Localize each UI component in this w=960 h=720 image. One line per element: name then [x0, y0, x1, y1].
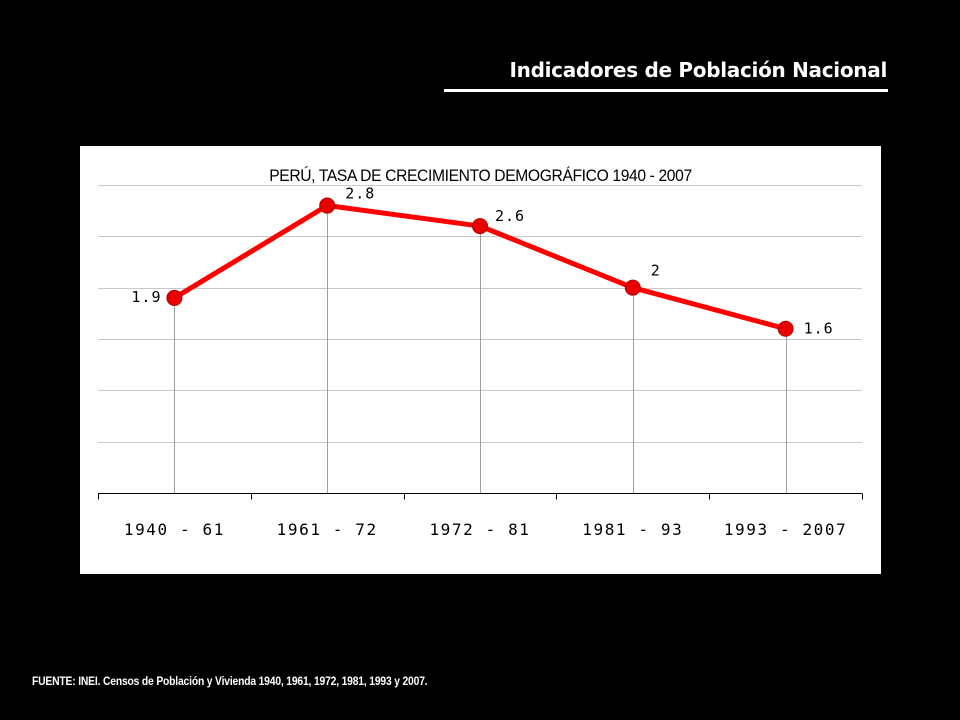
x-tick-label: 1993 - 2007 — [724, 520, 848, 539]
x-tick-label: 1961 - 72 — [277, 520, 378, 539]
x-tick-label: 1972 - 81 — [429, 520, 530, 539]
data-point — [472, 218, 488, 235]
x-tick-label: 1981 - 93 — [582, 520, 683, 539]
data-point — [319, 197, 336, 214]
title-underline — [444, 89, 888, 92]
data-label: 2.6 — [495, 207, 525, 225]
x-tick-label: 1940 - 61 — [124, 520, 225, 539]
data-label: 2.8 — [345, 185, 375, 203]
data-point — [777, 320, 794, 337]
drop-lines — [174, 205, 787, 493]
chart-title: PERÚ, TASA DE CRECIMIENTO DEMOGRÁFICO 19… — [269, 166, 692, 185]
data-point — [624, 279, 641, 296]
data-point — [166, 289, 183, 306]
x-tick-labels: 1940 - 61 1961 - 72 1972 - 81 1981 - 93 1993… — [124, 520, 848, 539]
data-label: 1.9 — [131, 288, 161, 306]
data-label: 1.6 — [804, 320, 834, 338]
chart-panel: 1.9 2.8 2.6 2 1.6 1940 - 61 1961 - 72 1972 - 8… — [80, 146, 881, 574]
slide-title: Indicadores de Población Nacional — [509, 58, 888, 82]
data-label: 2 — [651, 262, 661, 280]
source-note: FUENTE: INEI. Censos de Población y Vivi… — [32, 674, 428, 688]
data-labels: 1.9 2.8 2.6 2 1.6 — [131, 185, 834, 338]
line-chart: 1.9 2.8 2.6 2 1.6 1940 - 61 1961 - 72 1972 - 8… — [98, 185, 863, 539]
data-markers — [166, 197, 794, 337]
x-axis — [98, 493, 863, 500]
